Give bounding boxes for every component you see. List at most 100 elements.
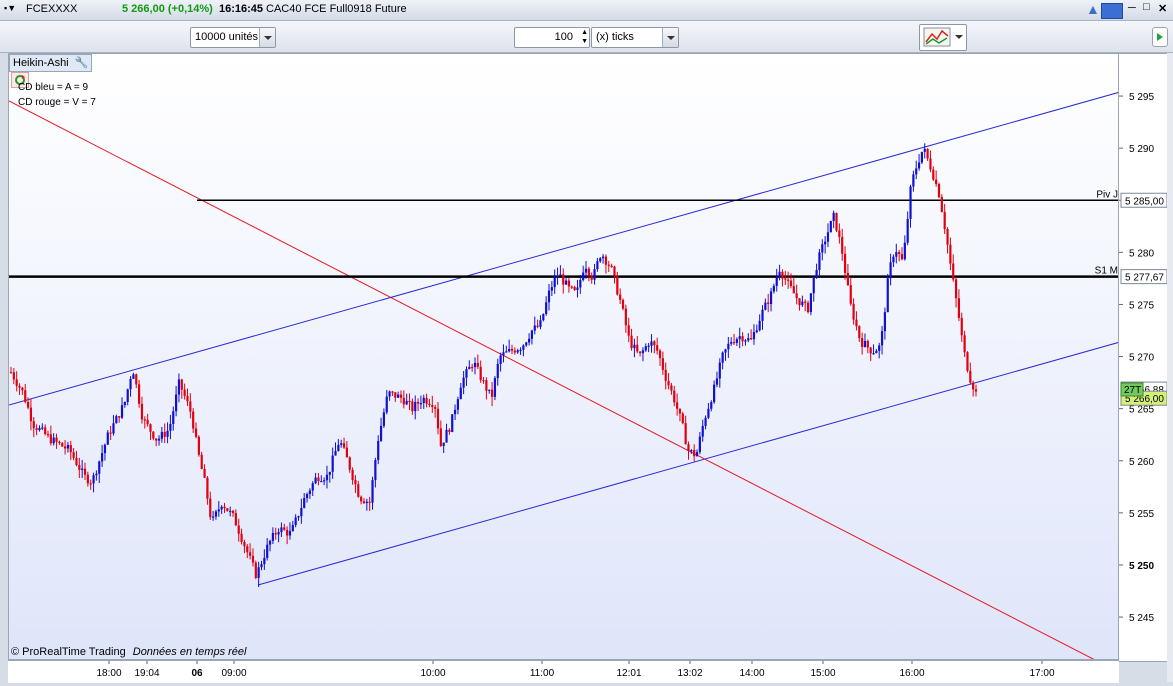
time-tick-label: 09:00 xyxy=(221,668,246,679)
candle-body xyxy=(129,378,132,390)
candle-body xyxy=(448,429,451,432)
candle-body xyxy=(32,421,35,429)
candle-body xyxy=(567,280,571,287)
quantity-value: 10000 unités xyxy=(195,31,258,43)
window-menu-icon[interactable]: ▪▼ xyxy=(4,3,17,13)
keyboard-icon[interactable] xyxy=(1101,3,1123,19)
candle-body xyxy=(120,405,124,418)
candle-body xyxy=(639,351,642,354)
candle-body xyxy=(698,436,701,453)
refresh-indicators-button[interactable] xyxy=(11,72,29,88)
candle-body xyxy=(866,340,869,348)
candle-body xyxy=(940,197,943,212)
symbol-label[interactable]: FCEXXXX xyxy=(26,3,78,15)
candle-body xyxy=(476,362,479,367)
ticks-unit-select[interactable]: (x) ticks xyxy=(591,27,679,48)
candle-body xyxy=(787,279,790,281)
candle-body xyxy=(266,544,269,558)
candle-body xyxy=(681,413,684,424)
collapse-icon[interactable]: ▲ xyxy=(1086,1,1100,17)
candle-body xyxy=(18,385,21,388)
chevron-down-icon[interactable] xyxy=(662,28,678,47)
candle-body xyxy=(103,444,107,454)
candle-body xyxy=(177,379,181,395)
candle-body xyxy=(482,380,485,382)
candle-body xyxy=(661,358,664,370)
chart-area[interactable]: Piv J S1 M Heikin-Ashi 🔧 CD bleu = A = 9 … xyxy=(8,53,1119,660)
candle-body xyxy=(442,442,445,446)
minimize-button[interactable]: ─ xyxy=(1128,2,1136,14)
candle-body xyxy=(761,309,764,321)
time-tick-label: 11:00 xyxy=(530,668,555,679)
last-price: 5 266,00 (+0,14%) xyxy=(122,3,213,15)
quantity-select[interactable]: 10000 unités xyxy=(190,27,276,48)
candle-body xyxy=(764,302,767,310)
candle-body xyxy=(311,483,314,491)
candle-body xyxy=(9,372,13,374)
candle-body xyxy=(126,389,129,402)
price-chart[interactable]: Piv J S1 M xyxy=(9,54,1119,660)
price-axis[interactable]: 5 245 5 250 5 255 5 260 5 265 5 270 5 275 5 280… xyxy=(1119,53,1167,662)
time-tick-label: 19:04 xyxy=(134,668,159,679)
time-tick-label: 12:01 xyxy=(616,668,641,679)
chevron-down-icon[interactable] xyxy=(955,35,963,39)
candle-body xyxy=(516,350,519,353)
candle-body xyxy=(559,274,562,276)
ticks-input[interactable]: 100 ▲ ▼ xyxy=(514,27,590,48)
candle-body xyxy=(644,346,647,351)
candle-body xyxy=(354,480,357,485)
level-name: S1 M xyxy=(1095,266,1118,277)
candle-body xyxy=(260,564,263,568)
price-tick-label: 5 255 xyxy=(1129,509,1154,520)
spinner-icon[interactable]: ▲ ▼ xyxy=(581,29,588,45)
candle-body xyxy=(909,186,912,219)
time-axis[interactable]: 18:00 19:04 06 09:00 10:00 11:00 12:01 13:02 14:… xyxy=(8,660,1119,683)
candle-body xyxy=(744,340,747,342)
chevron-down-icon[interactable] xyxy=(259,28,275,47)
candle-body xyxy=(752,332,756,340)
candle-body xyxy=(818,252,821,270)
candle-body xyxy=(192,411,195,429)
channel-upper-line xyxy=(9,92,1118,406)
close-button[interactable]: ✕ xyxy=(1158,3,1168,15)
candle-body xyxy=(397,394,400,398)
title-bar: ▪▼ FCEXXXX 5 266,00 (+0,14%) 16:16:45 CA… xyxy=(0,0,1173,21)
chart-tools-button[interactable] xyxy=(919,24,967,51)
chart-style-tab[interactable]: Heikin-Ashi 🔧 xyxy=(9,54,93,72)
candle-body xyxy=(795,293,798,299)
candle-body xyxy=(621,299,625,309)
maximize-button[interactable]: □ xyxy=(1143,1,1150,13)
candle-body xyxy=(271,532,274,541)
candle-body xyxy=(38,427,41,431)
candle-body xyxy=(92,475,95,484)
candle-body xyxy=(382,412,386,426)
wrench-icon[interactable]: 🔧 xyxy=(74,57,89,69)
candle-body xyxy=(95,473,98,476)
order-toolbar: 10000 unités 100 ▲ ▼ (x) ticks xyxy=(0,21,1173,53)
candle-body xyxy=(325,474,329,481)
candle-body xyxy=(590,275,593,280)
chart-style-label: Heikin-Ashi xyxy=(13,57,69,69)
candle-body xyxy=(493,378,497,397)
candle-body xyxy=(863,340,867,347)
candle-body xyxy=(576,287,579,290)
candle-body xyxy=(656,345,659,351)
candle-body xyxy=(650,341,653,346)
candle-body xyxy=(44,427,47,434)
candle-body xyxy=(710,402,713,409)
candle-body xyxy=(459,387,462,400)
candle-body xyxy=(35,428,38,431)
candle-body xyxy=(294,517,297,526)
price-marker-label: 5 277,67 xyxy=(1125,273,1164,284)
price-marker-box xyxy=(1120,269,1167,285)
channel-lower-line xyxy=(257,342,1118,586)
candle-body xyxy=(932,169,935,180)
candle-body xyxy=(436,408,440,429)
candle-body xyxy=(334,450,337,456)
candle-body xyxy=(246,546,249,553)
price-tick-label: 5 280 xyxy=(1129,248,1154,259)
side-panel-toggle[interactable] xyxy=(1152,27,1168,47)
candle-body xyxy=(647,345,650,347)
candle-body xyxy=(829,220,832,233)
candle-body xyxy=(547,290,551,303)
